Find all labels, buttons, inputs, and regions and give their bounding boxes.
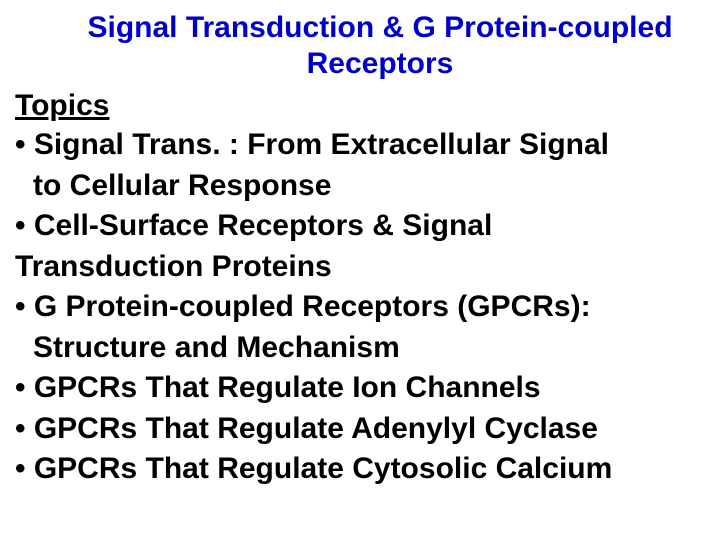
bullet-list: • Signal Trans. : From Extracellular Sig…	[15, 125, 705, 490]
bullet-line-2: to Cellular Response	[15, 166, 705, 207]
bullet-line-1: • GPCRs That Regulate Ion Channels	[15, 368, 705, 409]
bullet-item: • Cell-Surface Receptors & Signal Transd…	[15, 206, 705, 287]
bullet-line-1: • Signal Trans. : From Extracellular Sig…	[15, 125, 705, 166]
bullet-item: • GPCRs That Regulate Ion Channels	[15, 368, 705, 409]
bullet-line-1: • GPCRs That Regulate Adenylyl Cyclase	[15, 409, 705, 450]
bullet-item: • Signal Trans. : From Extracellular Sig…	[15, 125, 705, 206]
bullet-line-1: • GPCRs That Regulate Cytosolic Calcium	[15, 449, 705, 490]
bullet-line-2: Transduction Proteins	[15, 247, 705, 288]
bullet-line-2: Structure and Mechanism	[15, 328, 705, 369]
bullet-line-1: • G Protein-coupled Receptors (GPCRs):	[15, 287, 705, 328]
bullet-item: • G Protein-coupled Receptors (GPCRs): S…	[15, 287, 705, 368]
topics-heading: Topics	[15, 86, 705, 125]
bullet-line-1: • Cell-Surface Receptors & Signal	[15, 206, 705, 247]
bullet-item: • GPCRs That Regulate Adenylyl Cyclase	[15, 409, 705, 450]
slide-title: Signal Transduction & G Protein-coupled …	[15, 10, 705, 82]
bullet-item: • GPCRs That Regulate Cytosolic Calcium	[15, 449, 705, 490]
